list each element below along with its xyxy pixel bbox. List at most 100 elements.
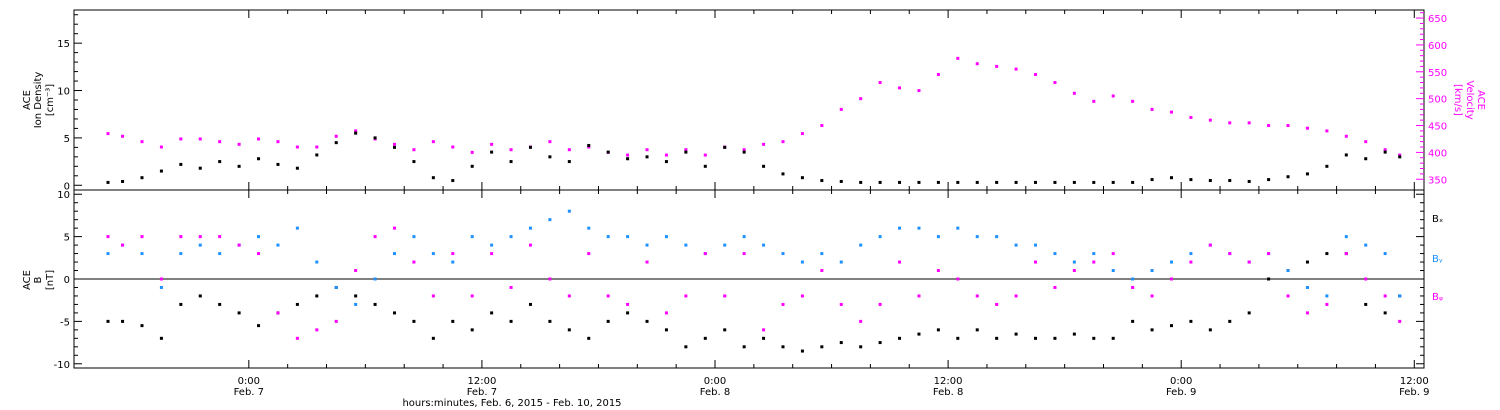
density-tick-label: 15 — [57, 39, 70, 50]
velocity-point — [917, 89, 921, 93]
velocity-point — [237, 142, 241, 146]
time-tick-label: 12:00 — [467, 376, 496, 387]
bx-point — [1150, 328, 1154, 332]
by-point — [1034, 243, 1038, 247]
velocity-point — [431, 140, 435, 144]
by-point — [1111, 269, 1115, 273]
bx-point — [1267, 277, 1271, 281]
by-point — [354, 302, 358, 306]
velocity-axis-label-3: [km/s] — [1452, 84, 1463, 116]
bx-point — [1189, 319, 1193, 323]
bx-point — [800, 349, 804, 353]
bx-point — [218, 302, 222, 306]
by-point — [859, 243, 863, 247]
density-point — [742, 150, 746, 154]
by-point — [723, 243, 727, 247]
density-point — [898, 180, 902, 184]
by-point — [1398, 294, 1402, 298]
bx-point — [820, 345, 824, 349]
by-point — [198, 243, 202, 247]
field-tick-label: -10 — [54, 360, 70, 371]
density-point — [664, 160, 668, 164]
velocity-point — [859, 97, 863, 101]
bx-point — [490, 311, 494, 315]
by-point — [645, 243, 649, 247]
field-axis: -10 -5 0 5 10 — [54, 190, 1424, 371]
density-point — [1053, 180, 1057, 184]
density-point — [587, 143, 591, 147]
by-point — [1344, 235, 1348, 239]
velocity-tick-label: 400 — [1428, 148, 1447, 159]
bx-point — [878, 341, 882, 345]
top-panel-data — [106, 56, 1402, 184]
velocity-point — [956, 56, 960, 60]
velocity-point — [898, 86, 902, 90]
bx-point — [1208, 328, 1212, 332]
density-point — [762, 164, 766, 168]
density-point — [917, 180, 921, 184]
by-point — [106, 252, 110, 256]
bx-point — [839, 341, 843, 345]
bx-point — [295, 302, 299, 306]
density-point — [1398, 155, 1402, 159]
bx-point — [567, 328, 571, 332]
date-tick-label: Feb. 7 — [234, 387, 264, 398]
bz-point — [762, 328, 766, 332]
time-tick-label: 12:00 — [934, 376, 963, 387]
velocity-point — [1189, 115, 1193, 119]
bx-point — [1247, 311, 1251, 315]
bz-point — [412, 260, 416, 264]
legend-bz: Bᵩ — [1432, 292, 1443, 303]
density-point — [393, 145, 397, 149]
by-point — [839, 260, 843, 264]
density-tick-label: 5 — [64, 134, 70, 145]
velocity-point — [1092, 99, 1096, 103]
density-axis-label-1: ACE — [22, 90, 33, 110]
velocity-point — [1364, 140, 1368, 144]
bz-point — [1092, 260, 1096, 264]
velocity-point — [1072, 91, 1076, 95]
bx-point — [762, 336, 766, 340]
bx-point — [859, 345, 863, 349]
density-point — [645, 155, 649, 159]
velocity-point — [626, 153, 630, 157]
bx-point — [587, 336, 591, 340]
density-point — [1286, 175, 1290, 179]
by-point — [490, 243, 494, 247]
bx-point — [159, 336, 163, 340]
density-point — [626, 157, 630, 161]
by-point — [393, 252, 397, 256]
density-point — [1072, 180, 1076, 184]
velocity-point — [664, 153, 668, 157]
bx-point — [917, 332, 921, 336]
bz-point — [1247, 260, 1251, 264]
bz-point — [587, 252, 591, 256]
velocity-point — [1228, 121, 1232, 125]
velocity-point — [742, 148, 746, 152]
bz-point — [1305, 311, 1309, 315]
bz-point — [975, 294, 979, 298]
by-point — [626, 235, 630, 239]
by-point — [1150, 269, 1154, 273]
bx-point — [1364, 302, 1368, 306]
time-tick-label: 0:00 — [1170, 376, 1192, 387]
density-point — [567, 160, 571, 164]
by-point — [878, 235, 882, 239]
bx-point — [1092, 336, 1096, 340]
by-point — [664, 235, 668, 239]
velocity-point — [257, 137, 261, 141]
bz-point — [742, 252, 746, 256]
by-point — [995, 235, 999, 239]
density-point — [723, 145, 727, 149]
bz-point — [1398, 319, 1402, 323]
bz-point — [1383, 294, 1387, 298]
bz-point — [1014, 294, 1018, 298]
time-tick-label: 0:00 — [238, 376, 260, 387]
bz-point — [995, 302, 999, 306]
time-tick-label: 0:00 — [704, 376, 726, 387]
bz-point — [917, 294, 921, 298]
bx-point — [528, 302, 532, 306]
by-point — [257, 235, 261, 239]
field-tick-label: 5 — [64, 233, 70, 244]
